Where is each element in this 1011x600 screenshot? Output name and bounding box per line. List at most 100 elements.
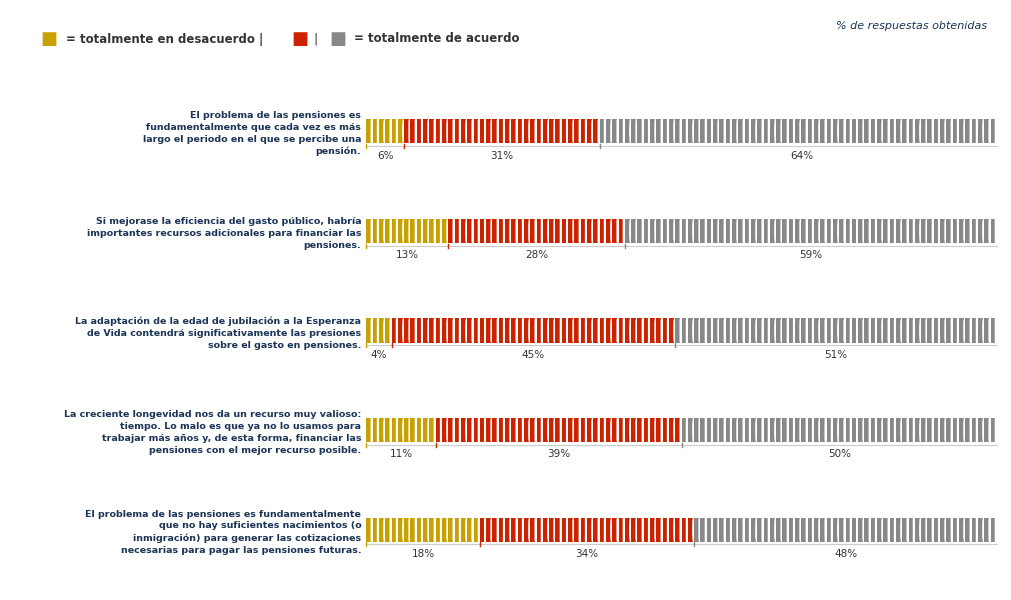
- Bar: [984, 418, 988, 442]
- Polygon shape: [773, 518, 774, 542]
- Bar: [769, 119, 773, 143]
- Polygon shape: [465, 518, 466, 542]
- Polygon shape: [811, 219, 812, 243]
- Bar: [391, 418, 396, 442]
- Bar: [372, 119, 377, 143]
- Polygon shape: [893, 219, 894, 243]
- Bar: [738, 119, 742, 143]
- Bar: [403, 219, 408, 243]
- Bar: [492, 418, 496, 442]
- Bar: [687, 119, 692, 143]
- Bar: [750, 518, 755, 542]
- Bar: [914, 319, 919, 343]
- Bar: [820, 219, 824, 243]
- Bar: [750, 219, 755, 243]
- Polygon shape: [370, 119, 371, 143]
- Bar: [549, 518, 553, 542]
- Bar: [908, 518, 912, 542]
- Bar: [378, 119, 383, 143]
- Bar: [883, 319, 887, 343]
- Polygon shape: [830, 319, 831, 343]
- Bar: [990, 319, 994, 343]
- Polygon shape: [528, 518, 529, 542]
- Polygon shape: [969, 119, 970, 143]
- Bar: [518, 418, 522, 442]
- Bar: [964, 119, 969, 143]
- Bar: [769, 319, 773, 343]
- Bar: [933, 319, 937, 343]
- Bar: [555, 219, 560, 243]
- Bar: [775, 418, 780, 442]
- Polygon shape: [565, 418, 566, 442]
- Bar: [813, 518, 818, 542]
- Bar: [574, 219, 578, 243]
- Polygon shape: [899, 219, 900, 243]
- Bar: [574, 319, 578, 343]
- Bar: [990, 219, 994, 243]
- Polygon shape: [937, 418, 938, 442]
- Bar: [687, 518, 692, 542]
- Polygon shape: [742, 319, 743, 343]
- Polygon shape: [931, 518, 932, 542]
- Polygon shape: [735, 518, 736, 542]
- Bar: [902, 418, 906, 442]
- Polygon shape: [760, 319, 761, 343]
- Polygon shape: [502, 518, 503, 542]
- Polygon shape: [635, 418, 636, 442]
- Bar: [877, 119, 881, 143]
- Polygon shape: [742, 119, 743, 143]
- Polygon shape: [407, 319, 408, 343]
- Text: El problema de las pensiones es
fundamentalmente que cada vez es más
largo el pe: El problema de las pensiones es fundamen…: [143, 111, 361, 157]
- Bar: [738, 518, 742, 542]
- Polygon shape: [698, 518, 699, 542]
- Polygon shape: [678, 518, 679, 542]
- Bar: [586, 418, 591, 442]
- Polygon shape: [955, 518, 957, 542]
- Polygon shape: [867, 518, 868, 542]
- Bar: [731, 518, 736, 542]
- Polygon shape: [635, 119, 636, 143]
- Bar: [958, 518, 962, 542]
- Polygon shape: [427, 319, 428, 343]
- Polygon shape: [793, 219, 794, 243]
- Bar: [984, 119, 988, 143]
- Polygon shape: [735, 319, 736, 343]
- Bar: [945, 319, 950, 343]
- Bar: [498, 518, 502, 542]
- Bar: [536, 119, 541, 143]
- Bar: [863, 418, 868, 442]
- Bar: [436, 518, 440, 542]
- Bar: [964, 319, 969, 343]
- Polygon shape: [590, 119, 591, 143]
- Bar: [939, 319, 944, 343]
- Bar: [479, 418, 484, 442]
- Bar: [971, 518, 976, 542]
- Polygon shape: [376, 219, 377, 243]
- Polygon shape: [786, 119, 787, 143]
- Polygon shape: [641, 119, 642, 143]
- Bar: [511, 119, 516, 143]
- Polygon shape: [943, 119, 944, 143]
- Bar: [933, 119, 937, 143]
- Bar: [725, 418, 730, 442]
- Bar: [549, 418, 553, 442]
- Bar: [807, 119, 812, 143]
- Polygon shape: [698, 418, 699, 442]
- Text: Si mejorase la eficiencia del gasto público, habría
importantes recursos adicion: Si mejorase la eficiencia del gasto públ…: [87, 217, 361, 250]
- Bar: [592, 518, 598, 542]
- Polygon shape: [836, 119, 837, 143]
- Polygon shape: [943, 518, 944, 542]
- Polygon shape: [489, 418, 490, 442]
- Polygon shape: [729, 319, 730, 343]
- Polygon shape: [401, 319, 402, 343]
- Bar: [908, 219, 912, 243]
- Bar: [662, 219, 666, 243]
- Polygon shape: [899, 319, 900, 343]
- Bar: [618, 418, 623, 442]
- Bar: [385, 418, 389, 442]
- Bar: [485, 518, 490, 542]
- Polygon shape: [489, 319, 490, 343]
- Polygon shape: [824, 119, 825, 143]
- Polygon shape: [489, 119, 490, 143]
- Bar: [561, 518, 566, 542]
